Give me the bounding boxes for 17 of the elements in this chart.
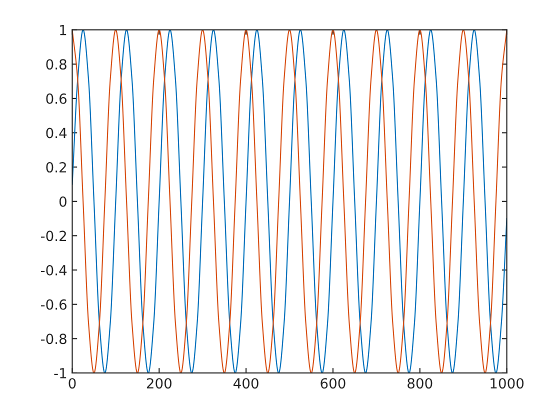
y-tick-label: -0.6	[40, 299, 67, 310]
x-tick-label: 1000	[490, 378, 524, 389]
y-tick-label: -0.2	[40, 230, 66, 242]
y-tick-label: 0.2	[46, 162, 66, 173]
x-tick-label: 600	[320, 378, 346, 389]
x-tick-label: 0	[68, 378, 76, 389]
x-tick-label: 400	[233, 378, 258, 389]
y-tick-label: -1	[54, 368, 66, 378]
y-tick-label: 0.4	[46, 128, 67, 138]
y-tick-label: 0.8	[46, 59, 66, 70]
x-tick-label: 800	[408, 378, 432, 389]
y-tick-label: 0	[59, 196, 66, 207]
y-tick-label: -0.8	[40, 334, 66, 344]
y-tick-label: 1	[60, 24, 66, 36]
y-tick-label: -0.4	[40, 264, 67, 276]
y-tick-label: 0.6	[46, 93, 67, 104]
x-tick-label: 200	[146, 378, 172, 389]
